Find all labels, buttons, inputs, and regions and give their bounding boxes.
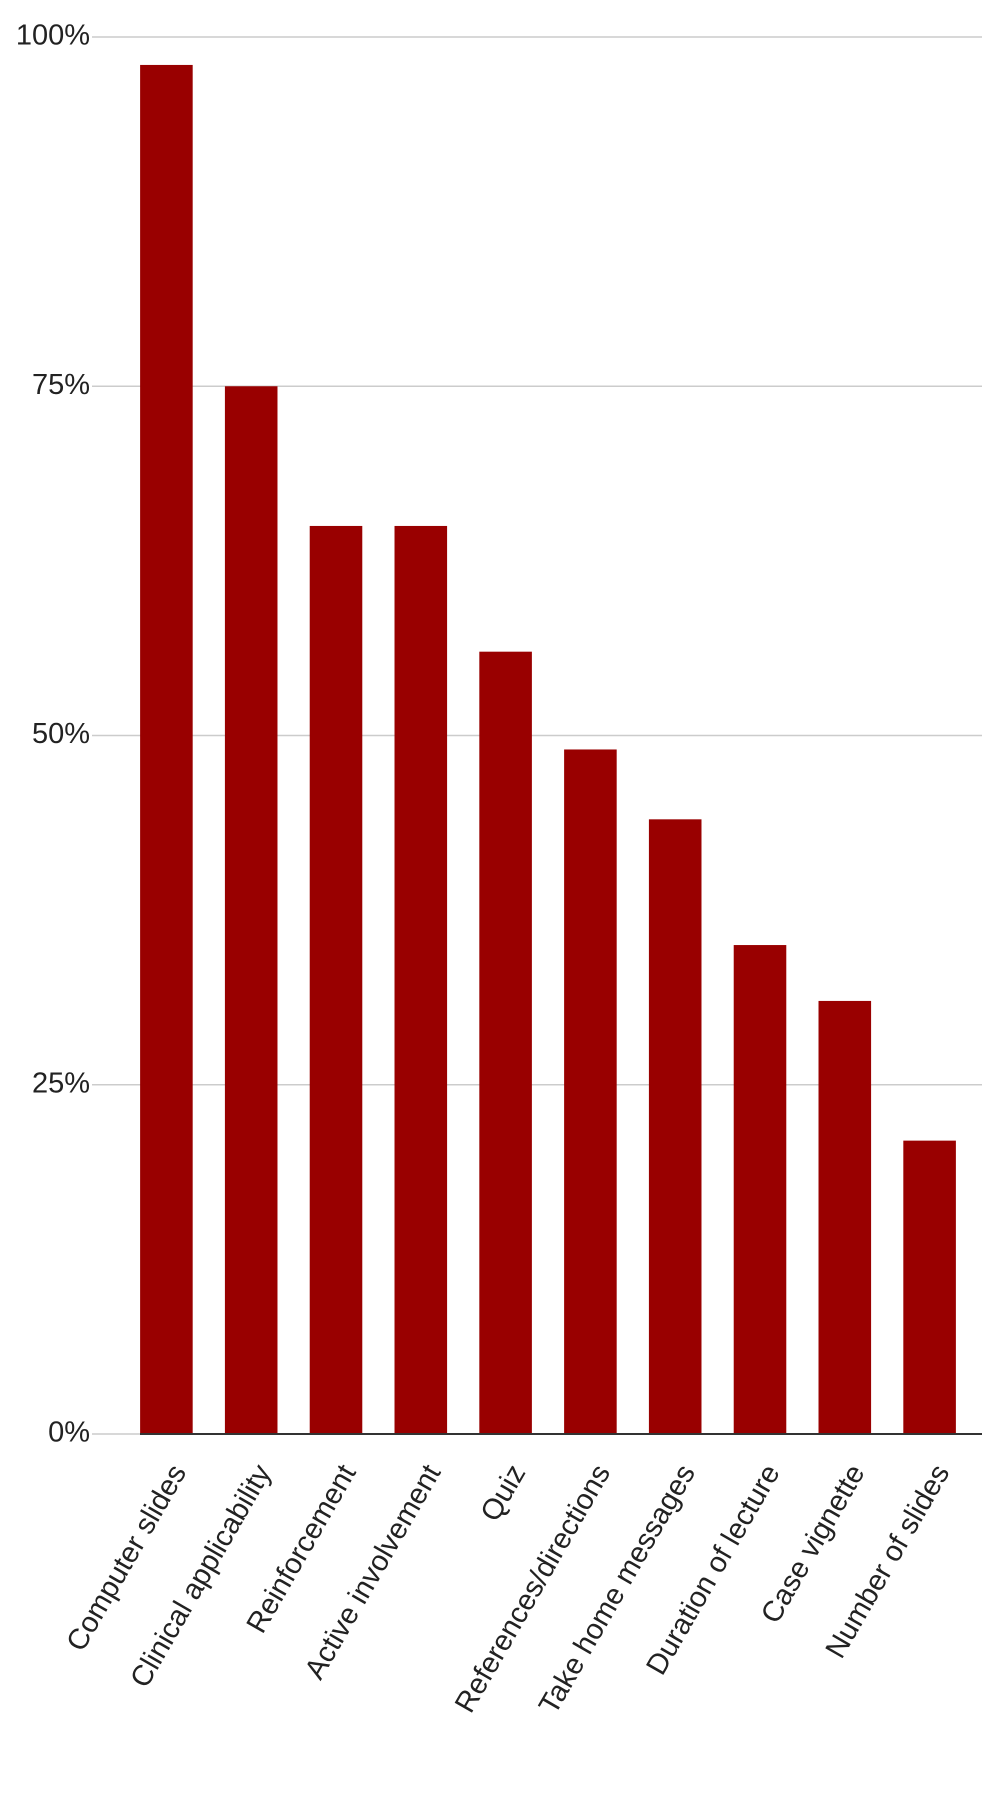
bar xyxy=(309,525,363,1434)
x-tick-label: Take home messages xyxy=(533,1459,702,1719)
y-tick-label: 50% xyxy=(32,718,90,750)
y-tick-label: 75% xyxy=(32,369,90,401)
bar xyxy=(140,64,193,1435)
x-tick-label: Quiz xyxy=(475,1459,533,1527)
x-tick-label: References/directions xyxy=(449,1459,617,1718)
bar xyxy=(648,819,702,1434)
bar xyxy=(479,651,532,1434)
bar xyxy=(733,945,787,1434)
bar xyxy=(224,386,278,1434)
bar xyxy=(394,525,448,1434)
y-tick-label: 100% xyxy=(16,20,90,52)
bar xyxy=(564,749,617,1434)
y-tick-label: 25% xyxy=(32,1067,90,1099)
y-tick-label: 0% xyxy=(48,1417,90,1449)
bar xyxy=(903,1140,956,1434)
bar xyxy=(818,1000,872,1434)
